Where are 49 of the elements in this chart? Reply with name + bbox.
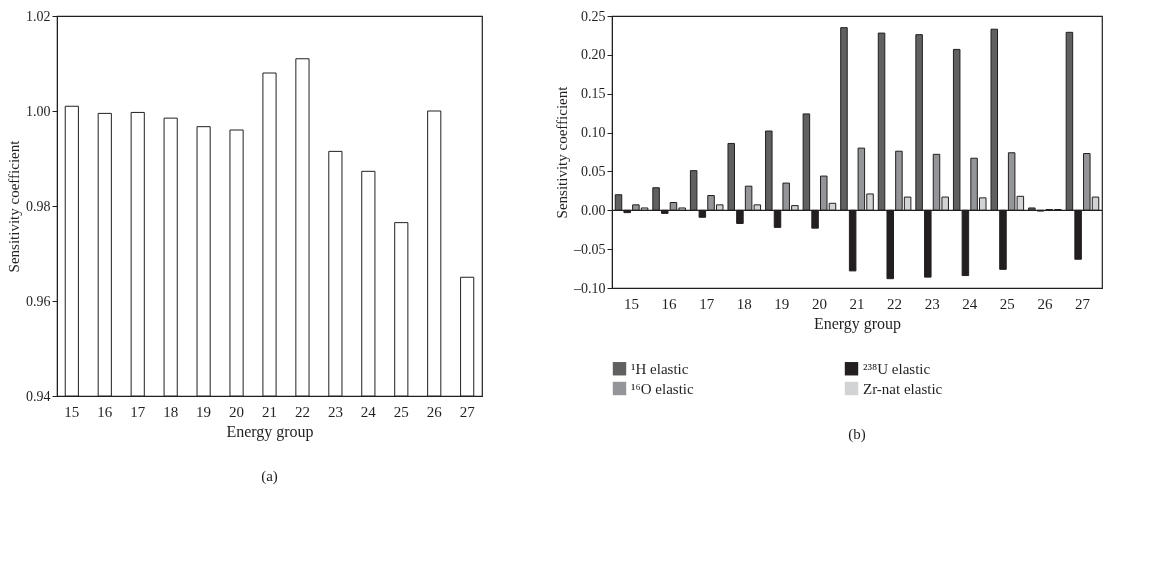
x-tick-label: 24 (962, 295, 978, 312)
y-tick-label: 0.25 (581, 8, 606, 24)
x-tick-label: 27 (1074, 295, 1091, 312)
text: (b) (848, 426, 866, 443)
y-tick-label: 1.02 (26, 8, 51, 24)
x-tick-label: 19 (774, 295, 790, 312)
y-axis-title: Sensitivity coefficient (6, 139, 22, 273)
x-tick-label: 26 (426, 403, 443, 420)
y-axis-title: Sensitivity coefficient (554, 85, 570, 219)
x-tick-label: 15 (624, 295, 640, 312)
y-tick-label: 0.15 (581, 86, 606, 102)
y-tick-label: 0.98 (26, 198, 51, 214)
x-tick-label: 20 (229, 403, 245, 420)
x-tick-label: 16 (661, 295, 678, 312)
legend-label: Zr-nat elastic (863, 380, 943, 397)
x-tick-label: 23 (924, 295, 940, 312)
legend-label: ¹⁶O elastic (631, 380, 694, 397)
y-tick-label: –0.10 (573, 280, 606, 296)
x-axis-title: Energy group (813, 314, 902, 333)
y-tick-label: 0.10 (581, 125, 606, 141)
y-tick-label: 0.20 (581, 47, 606, 63)
x-tick-label: 16 (97, 403, 113, 420)
y-tick-label: 0.94 (26, 388, 51, 404)
text: (a) (261, 468, 278, 485)
x-tick-label: 22 (294, 403, 310, 420)
legend-label: ¹H elastic (631, 360, 689, 377)
y-tick-label: 1.00 (26, 103, 51, 119)
y-tick-label: –0.05 (573, 241, 606, 257)
x-tick-label: 25 (393, 403, 409, 420)
x-tick-label: 24 (360, 403, 377, 420)
x-tick-label: 22 (887, 295, 903, 312)
x-tick-label: 21 (849, 295, 865, 312)
legend-label: ²³⁸U elastic (863, 360, 931, 377)
x-tick-label: 17 (699, 295, 715, 312)
y-tick-label: 0.05 (581, 163, 606, 179)
x-tick-label: 27 (459, 403, 476, 420)
x-tick-label: 18 (736, 295, 752, 312)
x-tick-label: 25 (999, 295, 1015, 312)
x-tick-label: 19 (196, 403, 212, 420)
y-tick-label: 0.96 (26, 293, 51, 309)
x-tick-label: 18 (163, 403, 179, 420)
x-tick-label: 23 (327, 403, 343, 420)
y-tick-label: 0.00 (581, 202, 606, 218)
x-tick-label: 20 (811, 295, 827, 312)
x-tick-label: 26 (1037, 295, 1053, 312)
x-tick-label: 21 (262, 403, 277, 420)
x-axis-title: Energy group (226, 422, 314, 441)
x-tick-label: 15 (64, 403, 80, 420)
x-tick-label: 17 (130, 403, 146, 420)
